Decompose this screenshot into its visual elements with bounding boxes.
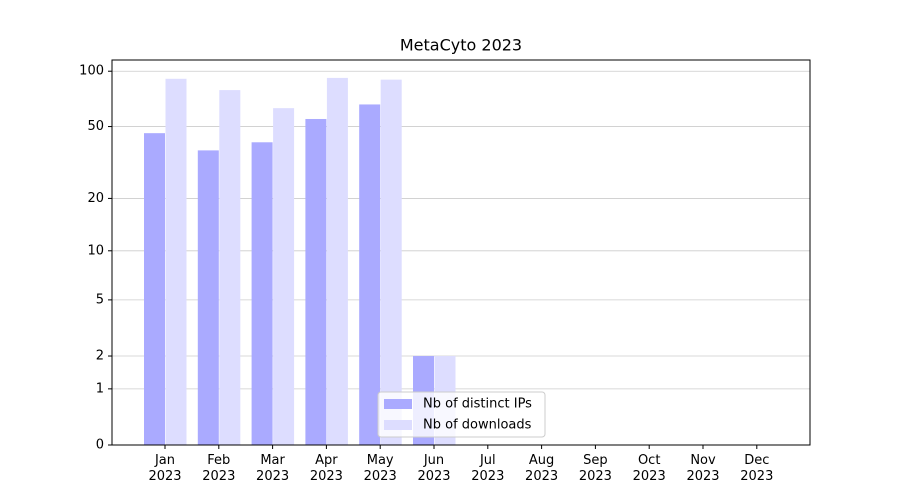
x-tick-label: Nov 2023 [686,453,720,484]
bar [305,118,327,445]
bar [219,90,241,446]
x-tick-label: Jan 2023 [148,453,182,484]
bar [251,142,273,446]
y-tick-label: 5 [96,292,104,307]
bar [165,78,187,446]
x-tick-label: Oct 2023 [632,453,666,484]
legend-box [377,391,546,438]
bar [144,133,165,446]
y-tick-label: 10 [87,243,104,258]
bar [273,108,295,445]
bar [326,77,348,445]
y-tick-label: 1 [96,381,104,396]
x-tick-label: Mar 2023 [256,453,290,484]
y-tick-label: 0 [96,438,104,453]
y-tick-label: 100 [79,64,104,79]
x-tick-label: Sep 2023 [578,453,612,484]
x-tick-label: Jul 2023 [471,453,505,484]
x-tick-label: Dec 2023 [740,453,774,484]
chart-title: MetaCyto 2023 [400,36,522,55]
legend-swatch [384,420,412,430]
plot-frame [111,59,811,446]
bar [197,150,219,445]
bar [359,104,381,445]
x-tick-label: May 2023 [363,453,397,484]
y-tick-label: 50 [87,119,104,134]
legend: Nb of distinct IPs Nb of downloads [377,391,546,438]
y-tick-label: 2 [96,349,104,364]
bar [380,79,402,445]
legend-label: Nb of downloads [423,418,532,433]
y-tick-label: 20 [87,191,104,206]
x-tick-label: Feb 2023 [202,453,236,484]
x-tick-label: Apr 2023 [309,453,343,484]
x-tick-label: Jun 2023 [417,453,451,484]
legend-label: Nb of distinct IPs [423,397,532,412]
legend-swatch [384,399,412,409]
x-tick-label: Aug 2023 [525,453,559,484]
